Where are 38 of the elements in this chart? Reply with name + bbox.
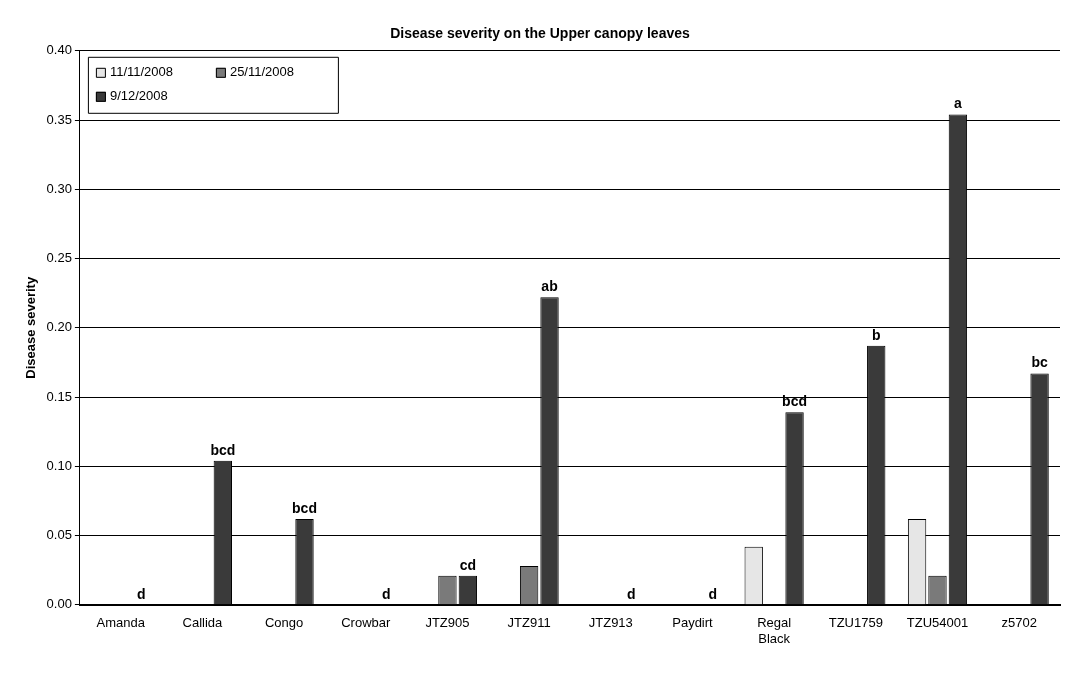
y-tick-label: 0.05 (46, 527, 72, 543)
y-tick-label: 0.40 (46, 42, 72, 58)
annotation: d (136, 585, 146, 602)
x-tick-label: TZU54001 (906, 615, 969, 631)
x-tick-label: TZU1759 (828, 615, 883, 631)
y-tick-label: 0.25 (46, 250, 72, 266)
annotation: d (626, 585, 636, 602)
annotation: cd (459, 556, 477, 573)
legend-label: 9/12/2008 (109, 88, 168, 104)
chart-title: Disease severity on the Upper canopy leaves (390, 25, 690, 42)
annotation: ab (541, 278, 558, 295)
x-tick-label: JTZ911 (507, 615, 551, 631)
annotation: bcd (782, 393, 807, 410)
y-tick-label: 0.20 (46, 319, 72, 335)
annotation: bcd (292, 499, 317, 516)
y-tick-label: 0.15 (46, 388, 72, 404)
legend-label: 11/11/2008 (109, 64, 174, 80)
y-tick-label: 0.35 (46, 111, 72, 127)
y-tick-label: 0.00 (46, 596, 72, 612)
annotation: d (381, 585, 391, 602)
x-tick-label: JTZ913 (588, 615, 633, 631)
x-tick-label: Crowbar (341, 615, 391, 631)
annotation: b (871, 326, 881, 343)
x-tick-label: Congo (264, 615, 304, 631)
annotation: bcd (210, 441, 236, 458)
legend-label: 25/11/2008 (229, 64, 295, 80)
y-axis-title: Disease severity (23, 276, 39, 379)
x-tick-label: JTZ905 (425, 615, 470, 631)
y-tick-label: 0.30 (46, 180, 72, 196)
x-tick-label: Callida (182, 615, 224, 631)
annotation: bc (1031, 354, 1048, 371)
annotation: d (708, 585, 718, 602)
x-tick-label: z5702 (1001, 615, 1037, 631)
x-tick-label: Amanda (96, 615, 146, 631)
y-tick-label: 0.10 (46, 457, 72, 473)
x-tick-label: Regal Black (757, 615, 792, 646)
x-tick-label: Paydirt (672, 615, 714, 631)
annotation: a (954, 95, 963, 112)
